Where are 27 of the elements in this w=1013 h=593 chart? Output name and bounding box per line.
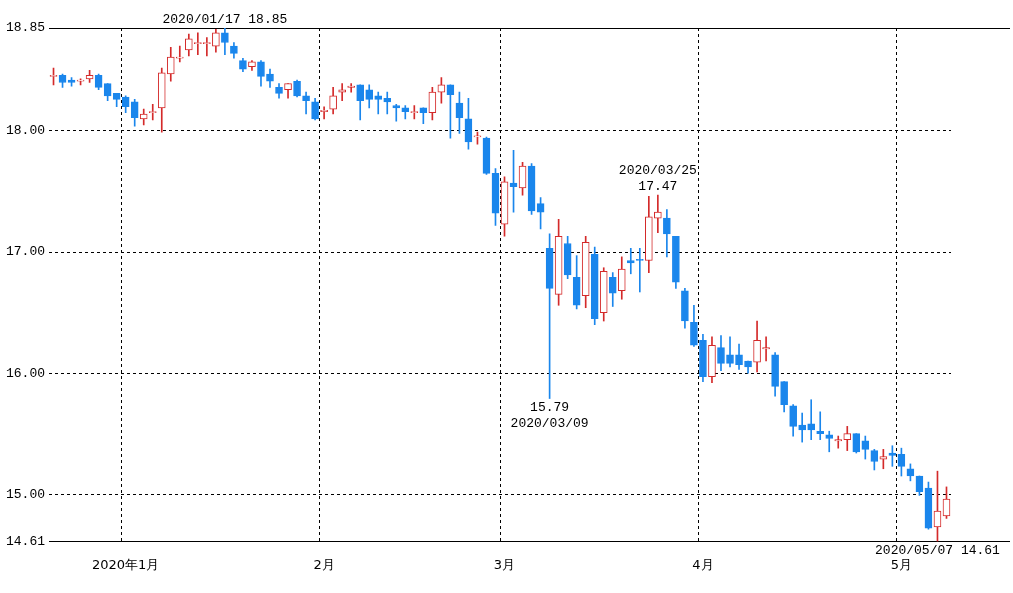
candlestick: [392, 103, 401, 122]
candlestick: [338, 83, 346, 101]
candlestick: [347, 83, 355, 93]
annotation: 2020/05/07 14.61: [875, 543, 1001, 559]
x-tick-label: 4月: [692, 556, 714, 572]
y-tick-label: 18.85: [5, 20, 46, 36]
x-tick-label: 5月: [890, 556, 913, 572]
x-tick-label: 2月: [313, 556, 335, 572]
y-tick-label: 18.00: [5, 123, 46, 139]
annotation: 15.79 2020/03/09: [510, 400, 589, 432]
candlestick: [834, 435, 843, 449]
annotation: 2020/03/25 17.47: [618, 163, 697, 195]
candlestick: [762, 336, 770, 362]
candlestick: [816, 411, 825, 441]
annotation: 2020/01/17 18.85: [162, 11, 288, 27]
candlestick: [825, 430, 834, 453]
y-tick-label: 17.00: [5, 244, 46, 260]
y-tick-label: 15.00: [5, 486, 46, 502]
y-tick-label: 16.00: [5, 365, 46, 381]
candlestick: [374, 91, 383, 115]
x-tick-label: 2020年1月: [92, 556, 160, 572]
x-tick-label: 3月: [493, 556, 516, 572]
candlestick: [798, 412, 806, 443]
candlestick: [175, 45, 184, 63]
candlestick: [626, 248, 635, 275]
y-tick-label: 14.61: [5, 533, 46, 549]
candlestick: [383, 91, 392, 115]
